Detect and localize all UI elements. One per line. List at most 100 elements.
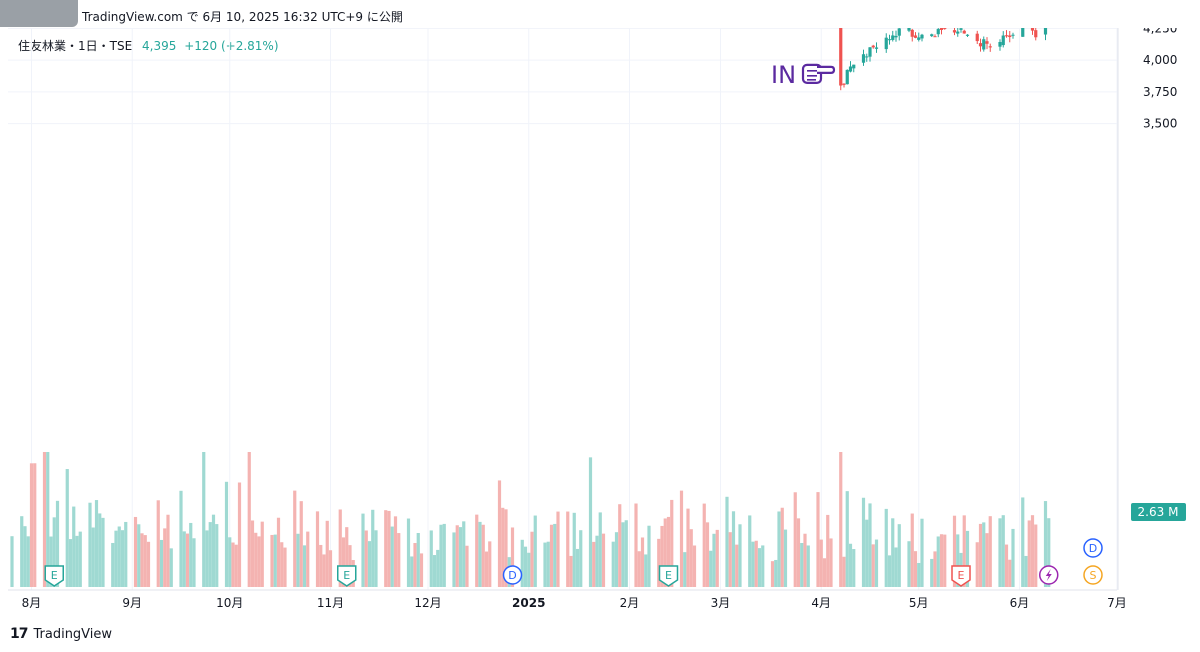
- volume-bar: [439, 524, 443, 587]
- volume-bar: [1011, 528, 1015, 587]
- x-tick-label: 2月: [620, 596, 640, 610]
- candle-body: [865, 56, 869, 58]
- volume-bar: [322, 554, 326, 587]
- volume-bar: [283, 547, 287, 587]
- candle-body: [943, 28, 947, 29]
- volume-bar: [848, 543, 853, 587]
- svg-text:E: E: [343, 569, 350, 582]
- volume-bar: [364, 530, 368, 587]
- volume-bar: [822, 558, 827, 587]
- volume-bar: [796, 518, 801, 587]
- volume-bar: [397, 533, 401, 587]
- candle-body: [1030, 28, 1035, 31]
- volume-bar: [943, 534, 947, 587]
- volume-bar: [884, 508, 888, 587]
- pointing-hand-icon: [801, 63, 836, 84]
- candle-body: [874, 47, 879, 49]
- volume-bar: [930, 558, 934, 587]
- volume-bar: [387, 510, 391, 587]
- y-tick-label: 3,500: [1143, 117, 1177, 131]
- earnings-icon[interactable]: E: [337, 565, 357, 587]
- x-tick-label: 6月: [1010, 596, 1030, 610]
- volume-bar: [533, 515, 537, 587]
- volume-bar: [72, 506, 76, 587]
- volume-bar: [549, 524, 554, 587]
- candle-body: [910, 29, 914, 37]
- volume-bar: [978, 523, 983, 587]
- volume-bar: [315, 511, 320, 587]
- volume-bar: [774, 559, 778, 587]
- volume-bar: [621, 522, 625, 587]
- volume-bar: [406, 518, 411, 587]
- volume-bar: [575, 548, 580, 587]
- volume-bar: [254, 532, 258, 587]
- x-tick-label: 12月: [414, 596, 441, 610]
- footer: 17 TradingView: [10, 626, 112, 642]
- candle-body: [842, 83, 846, 85]
- candle-body: [907, 28, 911, 31]
- candle-body: [978, 43, 983, 47]
- volume-bar: [770, 561, 775, 587]
- volume-bar: [29, 463, 34, 587]
- candle-body: [1043, 28, 1048, 35]
- volume-bar: [800, 542, 804, 587]
- volume-bar: [101, 517, 105, 587]
- volume-bar: [211, 514, 216, 587]
- volume-bar: [367, 541, 372, 587]
- candle-body: [917, 37, 921, 40]
- volume-bar: [683, 552, 687, 587]
- volume-bar: [783, 529, 788, 587]
- volume-bar: [33, 463, 37, 587]
- volume-bar: [133, 516, 138, 587]
- volume-bar: [202, 452, 206, 587]
- volume-bar: [962, 515, 966, 587]
- volume-bar: [777, 511, 781, 587]
- candle-body: [939, 28, 944, 30]
- volume-bar: [413, 543, 417, 587]
- volume-bar: [579, 530, 583, 587]
- volume-bar: [920, 518, 924, 587]
- candle-body: [852, 64, 856, 69]
- volume-bar: [442, 523, 446, 587]
- volume-bar: [23, 526, 27, 587]
- volume-bar: [1021, 497, 1025, 587]
- candle-body: [998, 42, 1002, 47]
- volume-bar: [143, 535, 147, 587]
- volume-bar: [78, 531, 82, 587]
- volume-bar: [341, 537, 346, 587]
- candle-body: [988, 46, 992, 48]
- volume-bar: [419, 553, 424, 587]
- x-tick-label: 10月: [216, 596, 243, 610]
- volume-bar: [907, 541, 911, 587]
- volume-bar: [345, 527, 349, 587]
- candle-body: [965, 34, 970, 36]
- candlestick-chart[interactable]: 3,5003,7504,0004,2504,5004,7505,0005,250…: [0, 28, 1200, 620]
- dividend-icon[interactable]: D: [502, 565, 523, 585]
- publish-info: TradingView.com で 6月 10, 2025 16:32 UTC+…: [82, 10, 403, 24]
- earnings-icon[interactable]: E: [44, 565, 64, 587]
- volume-bar: [91, 527, 95, 587]
- volume-bar: [520, 539, 524, 587]
- volume-bar: [182, 531, 186, 587]
- volume-bar: [250, 520, 255, 587]
- candle-body: [956, 31, 960, 34]
- upcoming-dividend-icon[interactable]: D: [1083, 538, 1103, 558]
- volume-bar: [868, 503, 872, 587]
- tradingview-logo-icon: 17: [10, 626, 29, 642]
- volume-bar: [224, 481, 229, 587]
- earnings-icon[interactable]: E: [951, 565, 971, 587]
- candle-body: [1004, 35, 1009, 37]
- candle-body: [985, 41, 989, 44]
- volume-bar: [738, 524, 742, 587]
- candle-body: [936, 29, 940, 35]
- volume-bar: [179, 490, 183, 587]
- upcoming-split-icon[interactable]: S: [1083, 565, 1103, 585]
- earnings-icon[interactable]: E: [658, 565, 679, 587]
- volume-bar: [611, 541, 615, 587]
- volume-bar: [429, 530, 433, 587]
- split-icon[interactable]: [1039, 565, 1059, 585]
- volume-bar: [163, 528, 167, 587]
- volume-bar: [501, 507, 505, 587]
- volume-bar: [293, 490, 297, 587]
- svg-text:D: D: [508, 569, 516, 582]
